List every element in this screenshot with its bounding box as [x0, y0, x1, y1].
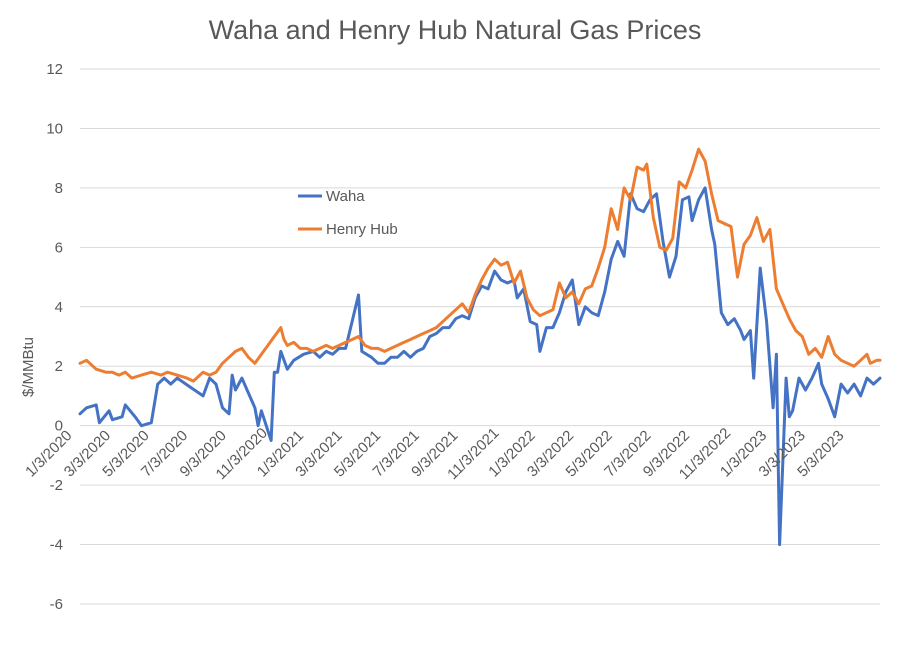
series-line-henry-hub — [78, 147, 882, 383]
y-tick-label: 10 — [46, 120, 63, 137]
y-tick-label: -2 — [50, 477, 63, 494]
legend-label: Waha — [326, 188, 365, 205]
y-tick-label: 2 — [55, 358, 63, 375]
y-axis-ticks: 12 10 8 6 4 2 0 -2 -4 -6 — [46, 61, 63, 613]
y-tick-label: -6 — [50, 596, 63, 613]
y-axis-label: $/MMBtu — [20, 337, 37, 397]
y-tick-label: 6 — [55, 239, 63, 256]
legend: Waha Henry Hub — [298, 188, 398, 238]
series-line-waha — [78, 186, 882, 547]
y-tick-label: 0 — [55, 418, 63, 435]
y-tick-label: 8 — [55, 180, 63, 197]
chart-title: Waha and Henry Hub Natural Gas Prices — [209, 15, 702, 45]
series-lines — [78, 147, 882, 547]
y-tick-label: -4 — [50, 537, 63, 554]
y-tick-label: 12 — [46, 61, 63, 78]
gridlines — [80, 68, 880, 605]
y-tick-label: 4 — [55, 299, 63, 316]
legend-label: Henry Hub — [326, 221, 398, 238]
